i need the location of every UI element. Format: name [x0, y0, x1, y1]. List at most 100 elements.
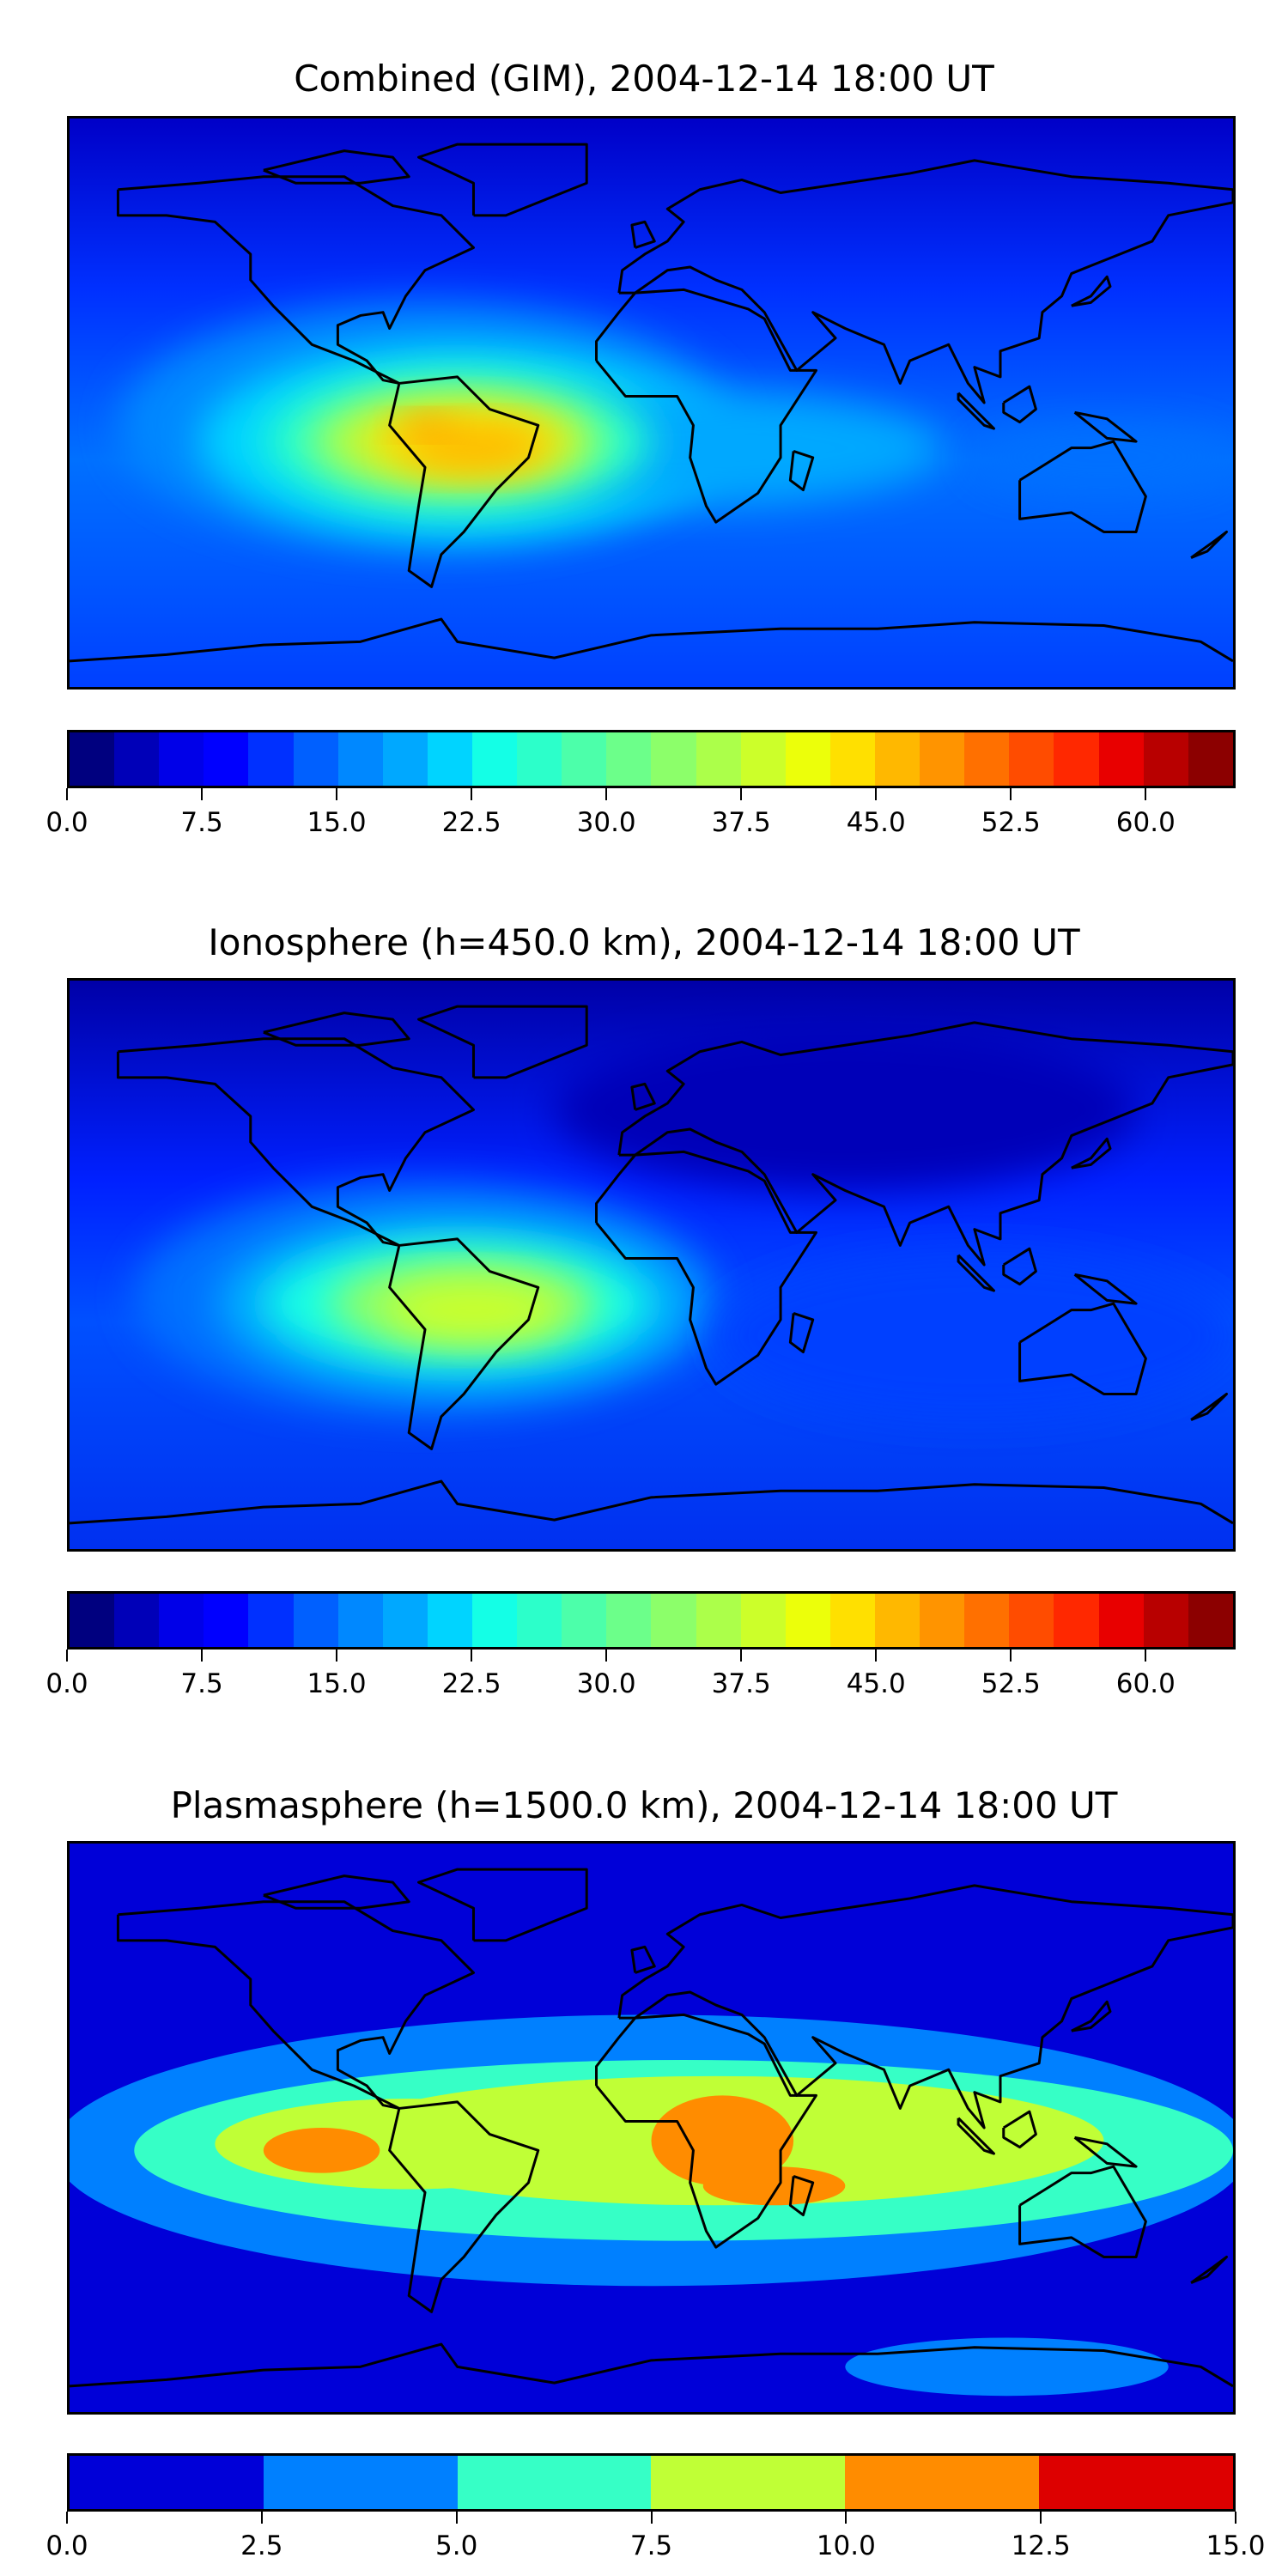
colorbar-plasmasphere — [67, 2453, 1236, 2512]
coastline-sumatra — [958, 393, 993, 428]
colorbar-bin — [1039, 2456, 1233, 2509]
colorbar-tick — [455, 2512, 458, 2524]
colorbar-bin — [204, 1594, 249, 1647]
coastline-new-zealand — [1191, 2257, 1226, 2282]
colorbar-bin — [248, 732, 294, 786]
colorbar-tick — [336, 1649, 338, 1662]
tec-contour-region — [845, 2337, 1169, 2397]
colorbar-tick-label: 30.0 — [576, 807, 636, 838]
colorbar-tick — [201, 1649, 204, 1662]
colorbar-bin — [70, 1594, 115, 1647]
coastline-north-america — [118, 177, 473, 384]
tec-contour-region — [715, 1255, 1233, 1417]
colorbar-bin — [874, 732, 920, 786]
panel-title-plasmasphere: Plasmasphere (h=1500.0 km), 2004-12-14 1… — [170, 1784, 1118, 1826]
colorbar-tick — [740, 788, 743, 800]
tec-contour-region — [402, 425, 545, 471]
colorbar-bin — [204, 732, 249, 786]
colorbar-bin — [845, 2456, 1040, 2509]
colorbar-bin — [337, 1594, 383, 1647]
colorbar-bin — [159, 732, 204, 786]
colorbar-tick — [605, 788, 608, 800]
coastline-japan — [1072, 2002, 1110, 2031]
colorbar-tick — [336, 788, 338, 800]
coastline-borneo — [1004, 1249, 1036, 1284]
coastline-canadian-islands — [264, 151, 409, 184]
coastline-new-guinea — [1075, 2137, 1137, 2166]
colorbar-tick — [1235, 2512, 1236, 2524]
colorbar-bin — [606, 732, 652, 786]
colorbar-ionosphere — [67, 1591, 1236, 1649]
colorbar-tick-label: 7.5 — [180, 807, 223, 838]
colorbar-bin — [427, 1594, 472, 1647]
map-ionosphere — [67, 978, 1236, 1552]
coastline-south-america — [390, 377, 538, 586]
colorbar-bin — [293, 1594, 338, 1647]
colorbar-tick-label: 15.0 — [307, 1668, 367, 1699]
colorbar-tick-label: 45.0 — [846, 807, 906, 838]
colorbar-combined — [67, 730, 1236, 788]
colorbar-tick — [260, 2512, 263, 2524]
colorbar-tick — [66, 1649, 68, 1662]
map-plasmasphere — [67, 1841, 1236, 2415]
panel-title-ionosphere: Ionosphere (h=450.0 km), 2004-12-14 18:0… — [208, 921, 1080, 963]
colorbar-tick — [66, 788, 68, 800]
colorbar-bin — [651, 732, 696, 786]
colorbar-tick-label: 30.0 — [576, 1668, 636, 1699]
coastline-new-zealand — [1191, 1394, 1226, 1419]
colorbar-bin — [740, 1594, 786, 1647]
colorbar-ticks-plasmasphere: 0.0 2.5 5.0 7.5 10.0 12.5 15.0 — [46, 2512, 1266, 2572]
tec-contour-region — [263, 2128, 380, 2173]
coastline-borneo — [1004, 2111, 1036, 2147]
colorbar-tick — [740, 1649, 743, 1662]
coastline-greenland — [419, 1006, 587, 1078]
coastline-new-guinea — [1075, 412, 1137, 441]
colorbar-bin — [1098, 732, 1144, 786]
coastline-canadian-islands — [264, 1013, 409, 1046]
map-svg — [70, 118, 1233, 687]
colorbar-bin — [964, 1594, 1010, 1647]
colorbar-bin — [562, 1594, 607, 1647]
colorbar-bin — [114, 732, 160, 786]
tec-contour-region — [554, 1029, 1137, 1191]
coastline-new-guinea — [1075, 1274, 1137, 1303]
colorbar-bin — [1143, 732, 1188, 786]
colorbar-bin — [159, 1594, 204, 1647]
colorbar-bin — [874, 1594, 920, 1647]
coastline-canadian-islands — [264, 1876, 409, 1909]
tec-contour-region — [702, 2166, 846, 2206]
colorbar-tick-label: 15.0 — [307, 807, 367, 838]
coastline-antarctica — [70, 619, 1233, 661]
colorbar-tick — [875, 788, 878, 800]
coastline-africa — [597, 1151, 817, 1384]
colorbar-tick-label: 45.0 — [846, 1668, 906, 1699]
coastline-madagascar — [790, 451, 812, 489]
colorbar-tick — [1040, 2512, 1042, 2524]
colorbar-bin — [263, 2456, 458, 2509]
coastline-british-isles — [632, 1947, 654, 1972]
colorbar-ticks-combined: 0.0 7.5 15.0 22.5 30.0 37.5 45.0 52.5 60.0 — [46, 788, 1236, 848]
coastline-madagascar — [790, 2176, 812, 2215]
coastline-australia — [1020, 1303, 1146, 1394]
coastline-antarctica — [70, 1481, 1233, 1523]
colorbar-bin — [785, 1594, 830, 1647]
colorbar-bin — [740, 732, 786, 786]
coastline-australia — [1020, 441, 1146, 532]
colorbar-ticks-ionosphere: 0.0 7.5 15.0 22.5 30.0 37.5 45.0 52.5 60.0 — [46, 1649, 1236, 1710]
coastline-africa — [597, 289, 817, 522]
colorbar-bin — [920, 1594, 965, 1647]
colorbar-bin — [293, 732, 338, 786]
colorbar-tick-label: 52.5 — [981, 1668, 1041, 1699]
colorbar-tick — [201, 788, 204, 800]
colorbar-tick-label: 0.0 — [46, 1668, 88, 1699]
coastline-north-america — [118, 1902, 473, 2109]
colorbar-bin — [651, 1594, 696, 1647]
coastline-antarctica — [70, 2344, 1233, 2386]
colorbar-tick-label: 22.5 — [441, 807, 501, 838]
coastline-british-isles — [632, 222, 654, 247]
colorbar-bin — [606, 1594, 652, 1647]
colorbar-bin — [517, 1594, 562, 1647]
colorbar-bin — [517, 732, 562, 786]
colorbar-tick — [1010, 788, 1012, 800]
coastline-greenland — [419, 144, 587, 216]
